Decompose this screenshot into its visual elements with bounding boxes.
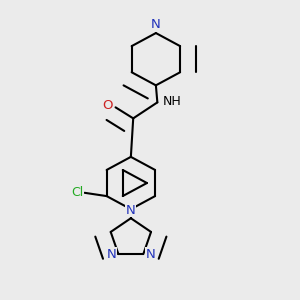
- Text: O: O: [103, 100, 113, 112]
- Text: N: N: [106, 248, 116, 261]
- Text: Cl: Cl: [71, 186, 83, 199]
- Text: N: N: [146, 248, 155, 261]
- Text: N: N: [151, 18, 161, 31]
- Text: N: N: [126, 204, 136, 217]
- Text: NH: NH: [163, 95, 182, 108]
